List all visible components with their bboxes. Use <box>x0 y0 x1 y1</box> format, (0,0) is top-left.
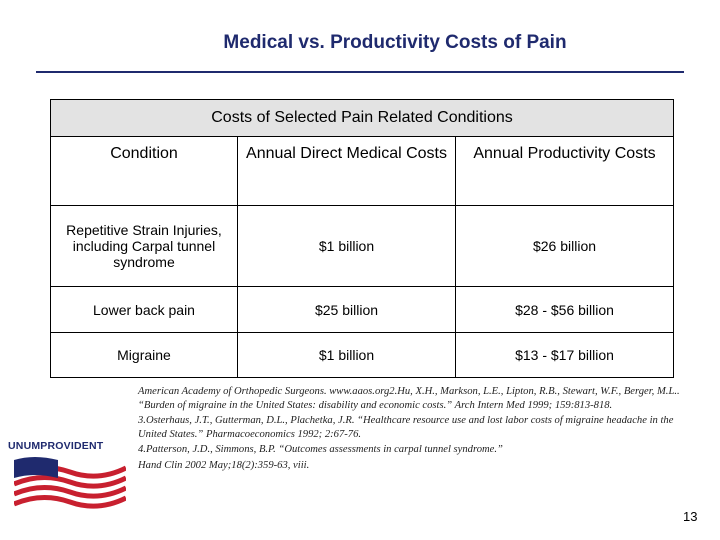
condition-cell: Lower back pain <box>50 286 238 333</box>
header-productivity-costs: Annual Productivity Costs <box>454 136 675 206</box>
productivity-cost-cell: $26 billion <box>454 205 675 287</box>
table-caption: Costs of Selected Pain Related Condition… <box>49 99 675 137</box>
condition-cell: Repetitive Strain Injuries, including Ca… <box>50 205 238 287</box>
costs-table: Costs of Selected Pain Related Condition… <box>49 99 675 378</box>
reference-item: American Academy of Orthopedic Surgeons.… <box>138 386 680 411</box>
references: American Academy of Orthopedic Surgeons.… <box>138 385 698 472</box>
table-header-row: Condition Annual Direct Medical Costs An… <box>50 136 675 206</box>
header-condition: Condition <box>50 136 238 206</box>
unumprovident-logo: UNUMPROVIDENT <box>8 440 130 510</box>
medical-cost-cell: $1 billion <box>237 332 456 378</box>
reference-item: Hand Clin 2002 May;18(2):359-63, viii. <box>138 459 310 471</box>
flag-icon <box>14 457 126 509</box>
productivity-cost-cell: $28 - $56 billion <box>454 286 675 333</box>
slide-title: Medical vs. Productivity Costs of Pain <box>223 32 567 53</box>
header-direct-medical-costs: Annual Direct Medical Costs <box>237 136 456 206</box>
title-divider <box>36 71 684 73</box>
medical-cost-cell: $1 billion <box>237 205 456 287</box>
logo-wordmark: UNUMPROVIDENT <box>8 440 104 452</box>
table-row: Migraine $1 billion $13 - $17 billion <box>50 332 675 378</box>
productivity-cost-cell: $13 - $17 billion <box>454 332 675 378</box>
reference-item: 4.Patterson, J.D., Simmons, B.P. “Outcom… <box>138 444 503 455</box>
reference-item: 3.Osterhaus, J.T., Gutterman, D.L., Plac… <box>138 415 674 440</box>
table-row: Repetitive Strain Injuries, including Ca… <box>50 205 675 287</box>
page-number: 13 <box>683 509 698 524</box>
medical-cost-cell: $25 billion <box>237 286 456 333</box>
table-row: Lower back pain $25 billion $28 - $56 bi… <box>50 286 675 333</box>
condition-cell: Migraine <box>50 332 238 378</box>
